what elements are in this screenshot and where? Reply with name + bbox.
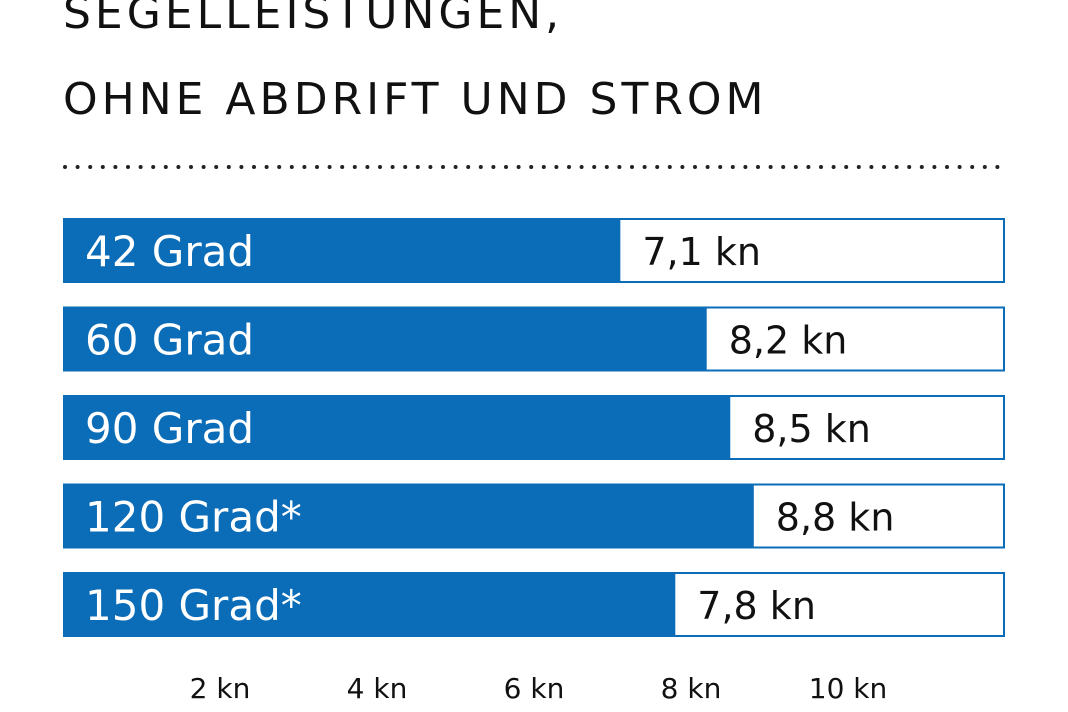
category-label: 60 Grad <box>85 316 254 365</box>
bar <box>63 306 707 372</box>
value-label: 8,2 kn <box>729 319 848 363</box>
value-label: 8,5 kn <box>752 407 871 451</box>
category-label: 120 Grad* <box>85 493 302 542</box>
category-label: 150 Grad* <box>85 581 302 630</box>
x-tick-label: 4 kn <box>347 672 408 705</box>
bar <box>63 395 731 460</box>
bar <box>63 483 754 549</box>
bar <box>63 572 676 637</box>
category-label: 42 Grad <box>85 227 254 276</box>
value-label: 7,1 kn <box>642 230 761 274</box>
chart-title: SEGELLEISTUNGEN, <box>63 0 563 39</box>
chart-title: OHNE ABDRIFT UND STROM <box>63 74 768 125</box>
x-tick-label: 10 kn <box>809 672 888 705</box>
x-tick-label: 2 kn <box>190 672 251 705</box>
value-label: 8,8 kn <box>776 496 895 540</box>
x-tick-label: 6 kn <box>504 672 565 705</box>
bar <box>63 218 621 283</box>
category-label: 90 Grad <box>85 404 254 453</box>
value-label: 7,8 kn <box>697 584 816 628</box>
x-tick-label: 8 kn <box>661 672 722 705</box>
